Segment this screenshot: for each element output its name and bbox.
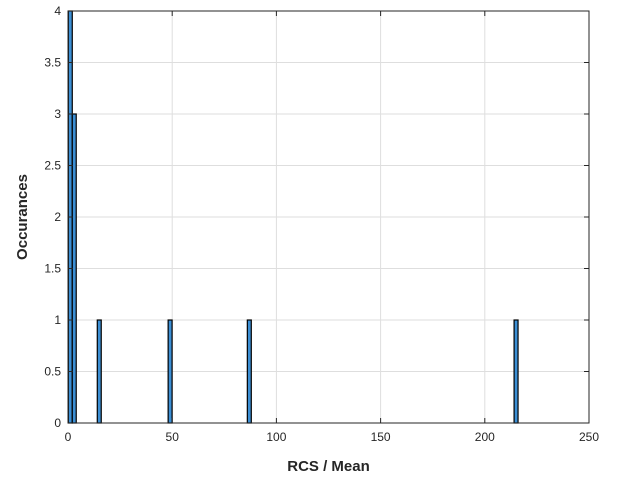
y-tick-label: 0.5 [44,365,61,379]
x-tick-label: 200 [475,430,495,444]
y-tick-label: 2.5 [44,159,61,173]
x-tick-label: 100 [266,430,286,444]
x-axis-label: RCS / Mean [287,458,370,475]
grid-lines [68,11,589,423]
y-tick-label: 0 [54,416,61,430]
x-tick-label: 250 [579,430,599,444]
y-axis-label: Occurances [14,174,31,260]
histogram-bar [167,319,173,424]
y-tick-label: 1 [54,313,61,327]
histogram-bar [513,319,519,424]
y-axis-ticks: 0 0.5 1 1.5 2 2.5 3 3.5 4 [44,4,589,430]
histogram-bar [96,319,102,424]
y-tick-label: 1.5 [44,262,61,276]
y-tick-label: 4 [54,4,61,18]
y-tick-label: 2 [54,210,61,224]
x-tick-label: 0 [65,430,72,444]
x-axis-ticks: 0 50 100 150 200 250 [65,11,599,444]
y-tick-label: 3 [54,107,61,121]
y-tick-label: 3.5 [44,56,61,70]
x-tick-label: 150 [371,430,391,444]
histogram-bar [246,319,252,424]
x-tick-label: 50 [166,430,180,444]
